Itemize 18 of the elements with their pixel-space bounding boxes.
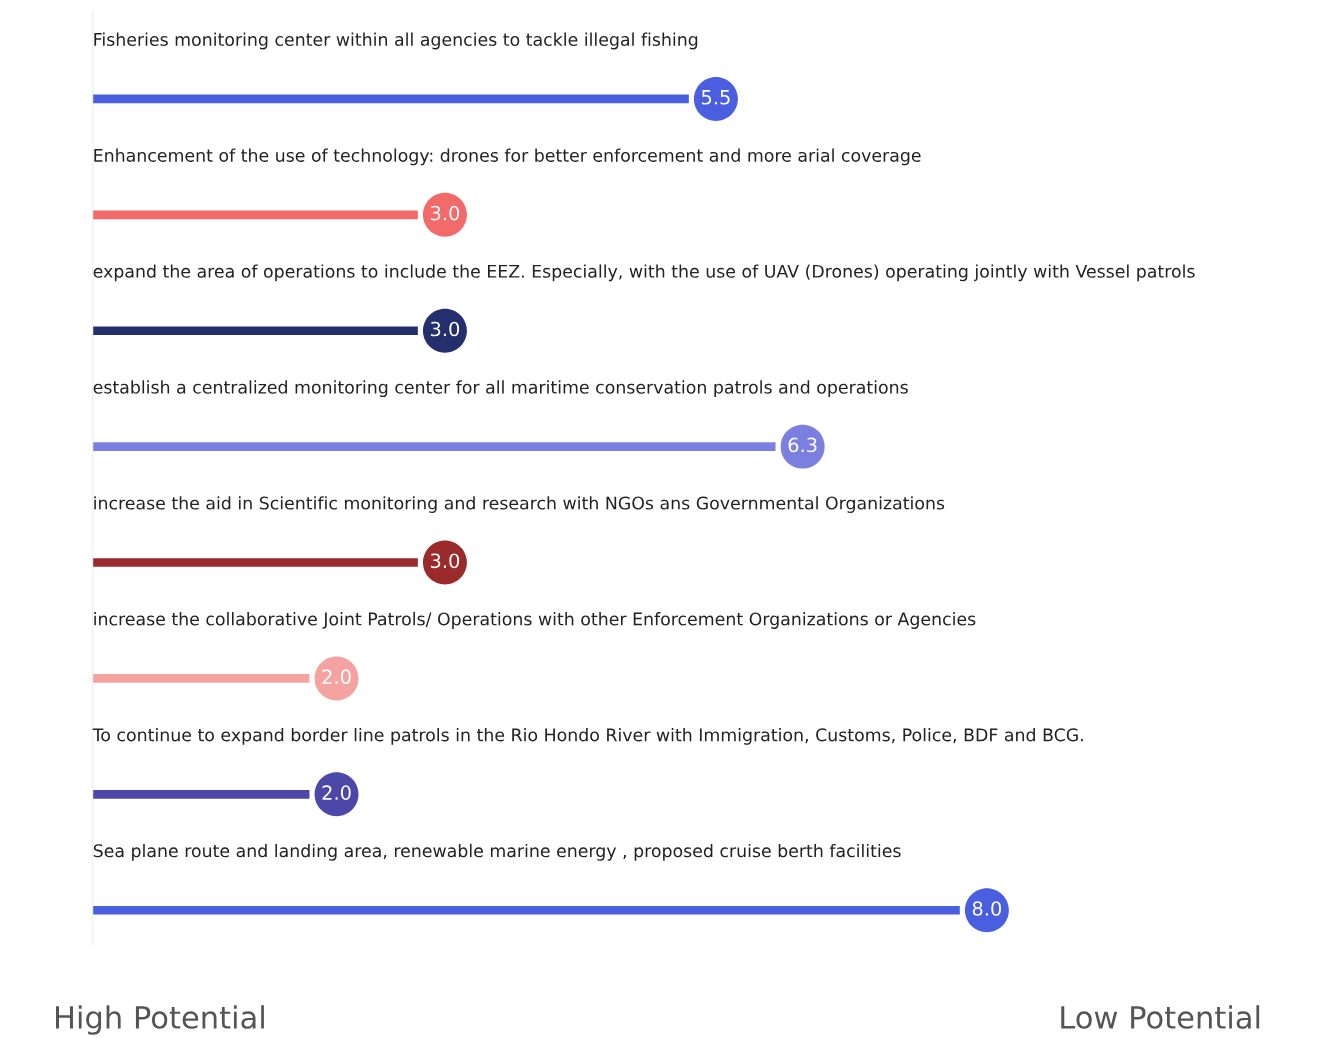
y-tick-label: Fisheries monitoring center within all agencies to tackle illegal fishing <box>94 32 698 50</box>
data-label: 3.0 <box>430 321 460 337</box>
data-label: 2.0 <box>322 785 351 800</box>
data-label: 8.0 <box>972 901 1002 916</box>
data-label: 3.0 <box>430 205 460 221</box>
y-tick-label: expand the area of operations to include the EEZ. Especially, with the use of UAV (Drones) operating jointly with Vessel patrols <box>93 264 1195 282</box>
text: Low Potential <box>1061 1005 1260 1029</box>
y-tick-label: establish a centralized monitoring center for all maritime conservation patrols and operations <box>93 380 908 398</box>
text: High Potential <box>56 1005 264 1035</box>
y-tick-label: increase the aid in Scientific monitoring and research with NGOs ans Governmental Organizations <box>94 496 945 513</box>
data-label: 6.3 <box>788 437 817 453</box>
y-tick-label: To continue to expand border line patrols in the Rio Hondo River with Immigration, Customs, Police, BDF and BCG. <box>92 727 1083 745</box>
y-tick-label: Enhancement of the use of technology: drones for better enforcement and more arial coverage <box>94 148 921 166</box>
y-tick-label: Sea plane route and landing area, renewable marine energy , proposed cruise berth facilities <box>93 843 901 861</box>
data-label: 2.0 <box>322 669 351 685</box>
y-tick-label: increase the collaborative Joint Patrols/ Operations with other Enforcement Organizations or Agencies <box>94 612 976 629</box>
data-label: 5.5 <box>701 90 730 105</box>
data-label: 3.0 <box>430 553 460 569</box>
